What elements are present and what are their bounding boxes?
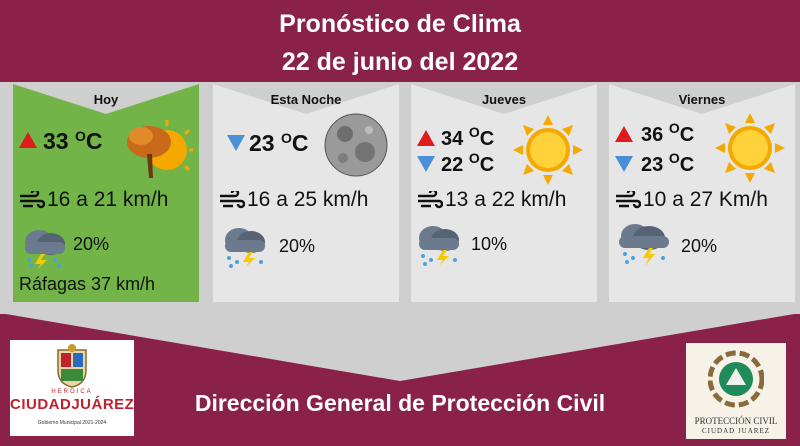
storm-cloud-icon [225, 228, 265, 268]
high-temp: 36 OC [641, 120, 695, 146]
hot-sun-tree-icon [127, 120, 193, 178]
sun-icon [513, 115, 583, 185]
wind-speed: 16 a 21 km/h [19, 188, 168, 212]
wind-icon [20, 191, 45, 209]
civil-protection-emblem-icon [708, 350, 764, 408]
day-name: Viernes [678, 92, 726, 107]
coat-of-arms-icon [57, 344, 87, 388]
wind-gusts: Ráfagas 37 km/h [19, 274, 156, 294]
logo-line-2: CIUDAD JUAREZ [701, 427, 771, 435]
day-card-hoy: Hoy 33 OC 16 a 21 km/h 20% Ráfagas 37 km… [13, 84, 199, 302]
low-temp: 22 OC [441, 150, 495, 176]
logo-line-1: PROTECCIÓN CIVIL [694, 416, 778, 426]
low-temp-arrow-icon [227, 135, 245, 151]
storm-cloud-icon [619, 224, 669, 266]
wind-speed: 10 a 27 Km/h [615, 188, 768, 212]
day-card-header: Esta Noche [213, 84, 399, 114]
high-temp-arrow-icon [417, 130, 435, 146]
high-temp: 33 OC [43, 128, 103, 154]
proteccion-civil-logo: PROTECCIÓN CIVIL CIUDAD JUAREZ [686, 343, 786, 439]
rain-chance: 20% [279, 236, 316, 256]
rain-chance: 20% [681, 236, 718, 256]
low-temp-arrow-icon [615, 156, 633, 172]
footer-title: Dirección General de Protección Civil [194, 390, 606, 416]
day-card-header: Hoy [13, 84, 199, 114]
high-temp-arrow-icon [615, 126, 633, 142]
day-card-header: Jueves [411, 84, 597, 114]
day-name: Esta Noche [270, 92, 342, 107]
wind-icon [220, 191, 245, 209]
forecast-date: 22 de junio del 2022 [281, 48, 519, 76]
low-temp: 23 OC [249, 130, 309, 156]
logo-subtitle: Gobierno Municipal 2021-2024 [37, 420, 107, 426]
low-temp: 23 OC [641, 150, 695, 176]
wind-icon [616, 191, 641, 209]
rain-chance: 10% [471, 234, 508, 254]
day-name: Hoy [93, 92, 119, 107]
wind-speed: 13 a 22 km/h [417, 188, 566, 212]
wind-icon [418, 191, 443, 209]
high-temp-arrow-icon [19, 132, 37, 148]
page-title: Pronóstico de Clima [279, 10, 521, 38]
storm-cloud-icon [25, 230, 65, 270]
sun-icon [715, 113, 785, 183]
ciudad-juarez-logo: HEROICA CIUDADJUÁREZ Gobierno Municipal … [10, 340, 134, 436]
moon-icon [324, 113, 388, 177]
band-chevron [0, 313, 800, 381]
high-temp: 34 OC [441, 124, 495, 150]
day-card-viernes: Viernes 36 OC 23 OC 10 a 27 Km/h 20% [609, 84, 795, 302]
low-temp-arrow-icon [417, 156, 435, 172]
storm-cloud-icon [419, 226, 459, 266]
wind-speed: 16 a 25 km/h [219, 188, 368, 212]
logo-brand-text: CIUDADJUÁREZ [10, 396, 135, 413]
rain-chance: 20% [73, 234, 110, 254]
day-card-esta-noche: Esta Noche 23 OC 16 a 25 km/h 20% [213, 84, 399, 302]
logo-heroica: HEROICA [51, 389, 93, 395]
day-card-jueves: Jueves 34 OC 22 OC 13 a 22 km/h 10% [411, 84, 597, 302]
day-name: Jueves [481, 92, 527, 107]
day-card-header: Viernes [609, 84, 795, 114]
